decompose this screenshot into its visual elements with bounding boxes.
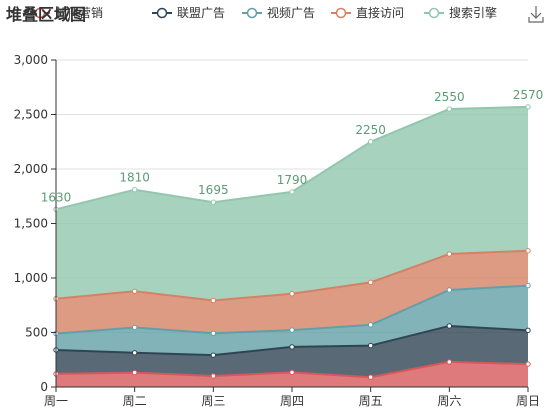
y-tick-label: 500 [25, 326, 48, 340]
point-搜索引擎[interactable] [446, 106, 453, 112]
x-tick-label: 周一 [44, 394, 68, 408]
x-tick-label: 周四 [280, 394, 304, 408]
data-label: 1695 [198, 183, 229, 197]
legend-item-直接访问[interactable]: 直接访问 [331, 5, 404, 20]
y-tick-label: 1,500 [14, 217, 48, 231]
point-联盟广告[interactable] [131, 350, 138, 356]
area-直接访问 [56, 250, 528, 334]
y-tick-label: 1,000 [14, 271, 48, 285]
point-邮件营销[interactable] [210, 373, 217, 379]
legend-marker [156, 7, 168, 19]
legend-label: 视频广告 [267, 5, 315, 20]
legend-marker [246, 7, 258, 19]
point-搜索引擎[interactable] [367, 139, 374, 145]
legend-item-视频广告[interactable]: 视频广告 [242, 5, 315, 20]
point-联盟广告[interactable] [367, 342, 374, 349]
chart-title: 堆叠区域图 [6, 5, 86, 24]
x-tick-label: 周二 [123, 394, 147, 408]
legend-label: 搜索引擎 [449, 5, 497, 20]
point-搜索引擎[interactable] [131, 187, 138, 193]
legend-marker [34, 7, 46, 19]
x-tick-label: 周三 [201, 394, 225, 408]
legend-label: 直接访问 [356, 5, 404, 20]
point-邮件营销[interactable] [289, 369, 295, 376]
point-搜索引擎[interactable] [525, 104, 531, 110]
y-tick-label: 2,000 [14, 162, 48, 176]
y-tick-label: 2,500 [14, 108, 48, 122]
point-直接访问[interactable] [367, 279, 374, 286]
point-联盟广告[interactable] [446, 323, 453, 329]
legend-marker [428, 7, 440, 19]
legend-item-联盟广告[interactable]: 联盟广告 [152, 6, 225, 20]
point-视频广告[interactable] [367, 322, 374, 328]
point-邮件营销[interactable] [446, 359, 453, 365]
point-邮件营销[interactable] [131, 369, 138, 376]
data-label: 2250 [355, 123, 386, 137]
legend-item-搜索引擎[interactable]: 搜索引擎 [424, 5, 497, 20]
x-tick-label: 周五 [359, 394, 383, 408]
point-视频广告[interactable] [525, 282, 531, 289]
point-直接访问[interactable] [289, 290, 295, 297]
point-直接访问[interactable] [131, 288, 138, 294]
area-搜索引擎 [56, 106, 528, 301]
legend-marker [335, 7, 347, 19]
x-tick-label: 周日 [516, 394, 540, 408]
data-label: 1630 [41, 190, 72, 204]
legend-item-邮件营销[interactable]: 邮件营销 [30, 6, 103, 20]
point-视频广告[interactable] [289, 327, 295, 333]
legend-label: 联盟广告 [177, 6, 225, 20]
data-labels-group: 1630 1810 1695 1790 2250 2550 2570 [41, 88, 544, 204]
legend[interactable]: 邮件营销 联盟广告 视频广告 直接访问 搜索引擎 [30, 5, 497, 20]
point-直接访问[interactable] [210, 297, 217, 304]
data-label: 2570 [513, 88, 544, 102]
area-联盟广告 [56, 325, 528, 378]
point-联盟广告[interactable] [289, 344, 295, 350]
data-label: 2550 [434, 90, 465, 104]
point-邮件营销[interactable] [525, 361, 531, 367]
x-tick-label: 周六 [437, 394, 461, 408]
legend-label: 邮件营销 [55, 6, 103, 20]
area-视频广告 [56, 285, 528, 356]
point-视频广告[interactable] [446, 287, 453, 293]
point-搜索引擎[interactable] [210, 199, 217, 205]
download-icon[interactable] [526, 4, 546, 26]
data-label: 1790 [277, 173, 308, 187]
point-邮件营销[interactable] [367, 374, 374, 380]
y-tick-label: 0 [40, 380, 48, 394]
point-直接访问[interactable] [525, 248, 531, 254]
point-直接访问[interactable] [446, 251, 453, 257]
axes: 0 500 1,000 1,500 2,000 2,500 3,000 周一 周二 周三 周四 周五 周… [14, 53, 540, 408]
point-搜索引擎[interactable] [289, 189, 295, 195]
point-视频广告[interactable] [210, 330, 217, 336]
point-联盟广告[interactable] [210, 352, 217, 358]
point-视频广告[interactable] [131, 324, 138, 331]
point-联盟广告[interactable] [525, 327, 531, 334]
y-tick-label: 3,000 [14, 53, 48, 67]
data-label: 1810 [119, 171, 150, 185]
